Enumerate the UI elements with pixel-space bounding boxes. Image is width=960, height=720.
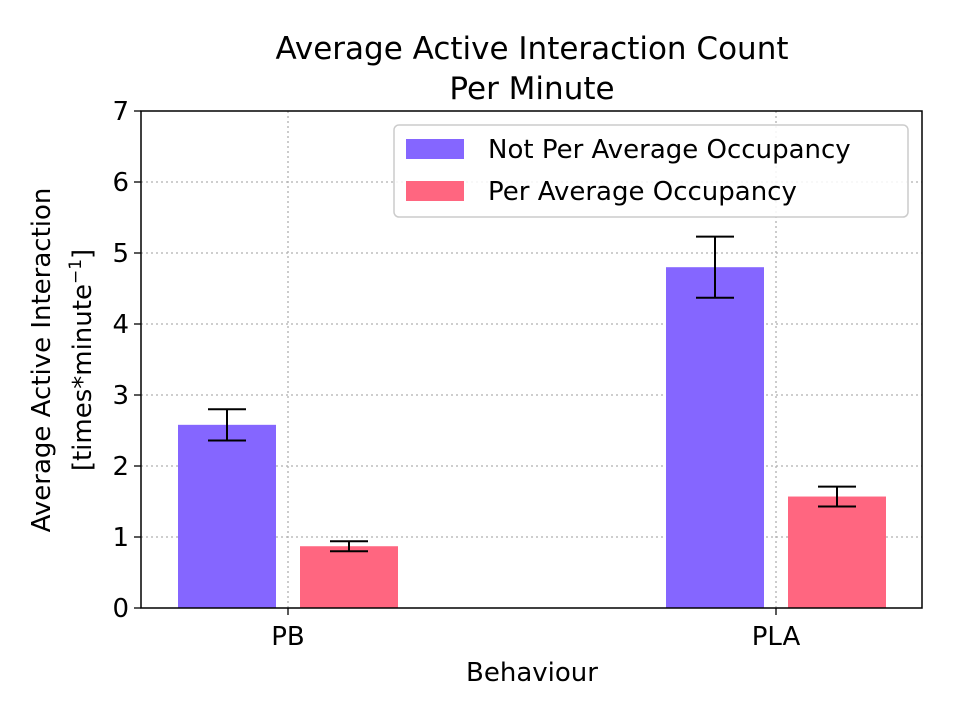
legend-swatch-per-average-occupancy xyxy=(406,181,464,201)
bars xyxy=(178,267,886,608)
bar-not-per-average-occupancy-pla xyxy=(666,267,764,608)
y-tick-label: 2 xyxy=(112,452,129,482)
y-tick-label: 4 xyxy=(112,310,129,340)
error-bar-not-per-average-occupancy-pla xyxy=(696,235,734,299)
legend-label-per-average-occupancy: Per Average Occupancy xyxy=(488,177,797,207)
plot-frame xyxy=(140,110,923,609)
legend: Not Per Average Occupancy Per Average Oc… xyxy=(393,124,909,218)
y-axis-ticks: 0 1 2 3 4 5 6 7 xyxy=(112,97,141,624)
y-axis-label-line-2: [times*minute−1] xyxy=(66,249,98,471)
y-axis-label: Average Active Interaction [times*minute… xyxy=(27,188,98,533)
error-bar-per-average-occupancy-pb xyxy=(330,540,368,553)
x-tick-label-pb: PB xyxy=(271,622,305,652)
y-axis-unit-exponent: −1 xyxy=(66,259,86,284)
legend-label-not-per-average-occupancy: Not Per Average Occupancy xyxy=(488,135,851,165)
chart-title-line-2: Per Minute xyxy=(449,71,614,107)
y-axis-unit-text: [times*minute xyxy=(68,284,98,471)
bar-not-per-average-occupancy-pb xyxy=(178,424,276,608)
legend-swatch-not-per-average-occupancy xyxy=(406,139,464,159)
y-axis-label-line-1: Average Active Interaction xyxy=(27,188,57,533)
error-bar-not-per-average-occupancy-pb xyxy=(208,408,246,442)
x-tick-label-pla: PLA xyxy=(752,622,801,652)
error-bar-per-average-occupancy-pla xyxy=(818,485,856,508)
y-tick-label: 7 xyxy=(112,97,129,127)
y-tick-label: 0 xyxy=(112,594,129,624)
y-tick-label: 6 xyxy=(112,168,129,198)
y-tick-label: 1 xyxy=(112,523,129,553)
chart-title: Average Active Interaction Count Per Min… xyxy=(276,31,789,107)
y-axis-unit-close: ] xyxy=(68,249,98,259)
bar-per-average-occupancy-pla xyxy=(788,496,886,608)
x-axis-ticks: PB PLA xyxy=(271,608,800,652)
error-bars xyxy=(208,235,856,553)
bar-per-average-occupancy-pb xyxy=(300,546,398,608)
y-tick-label: 3 xyxy=(112,381,129,411)
y-tick-label: 5 xyxy=(112,239,129,269)
x-axis-label: Behaviour xyxy=(466,658,598,688)
chart-title-line-1: Average Active Interaction Count xyxy=(276,31,789,67)
legend-box xyxy=(393,124,909,218)
